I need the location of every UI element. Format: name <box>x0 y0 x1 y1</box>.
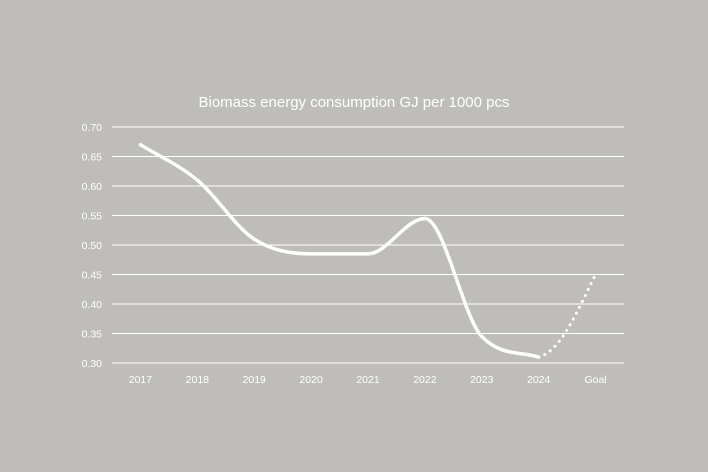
series-lines <box>138 142 598 359</box>
y-tick-label: 0.50 <box>82 240 103 252</box>
y-tick-label: 0.55 <box>82 211 103 223</box>
actual-series-line <box>138 142 541 359</box>
y-tick-label: 0.40 <box>82 299 103 311</box>
x-tick-label: 2020 <box>299 374 323 386</box>
y-tick-label: 0.65 <box>82 152 103 164</box>
x-tick-label: 2019 <box>243 374 267 386</box>
x-tick-label: 2022 <box>413 374 437 386</box>
chart-title: Biomass energy consumption GJ per 1000 p… <box>199 94 510 111</box>
y-axis-ticks: 0.30 0.35 0.40 0.45 0.50 0.55 0.60 0.65 0.70 <box>82 122 103 370</box>
y-tick-label: 0.45 <box>82 270 103 282</box>
x-tick-label: 2024 <box>527 374 551 386</box>
x-axis-ticks: 2017 2018 2019 2020 2021 2022 2023 2024 Goal <box>129 374 607 386</box>
gridlines <box>112 126 624 364</box>
x-tick-label: Goal <box>584 374 606 386</box>
y-tick-label: 0.30 <box>82 358 103 370</box>
x-tick-label: 2017 <box>129 374 153 386</box>
x-tick-label: 2023 <box>470 374 494 386</box>
y-tick-label: 0.60 <box>82 181 103 193</box>
y-tick-label: 0.70 <box>82 122 103 134</box>
goal-series-line <box>537 273 598 359</box>
x-tick-label: 2018 <box>186 374 210 386</box>
y-tick-label: 0.35 <box>82 329 103 341</box>
x-tick-label: 2021 <box>356 374 380 386</box>
